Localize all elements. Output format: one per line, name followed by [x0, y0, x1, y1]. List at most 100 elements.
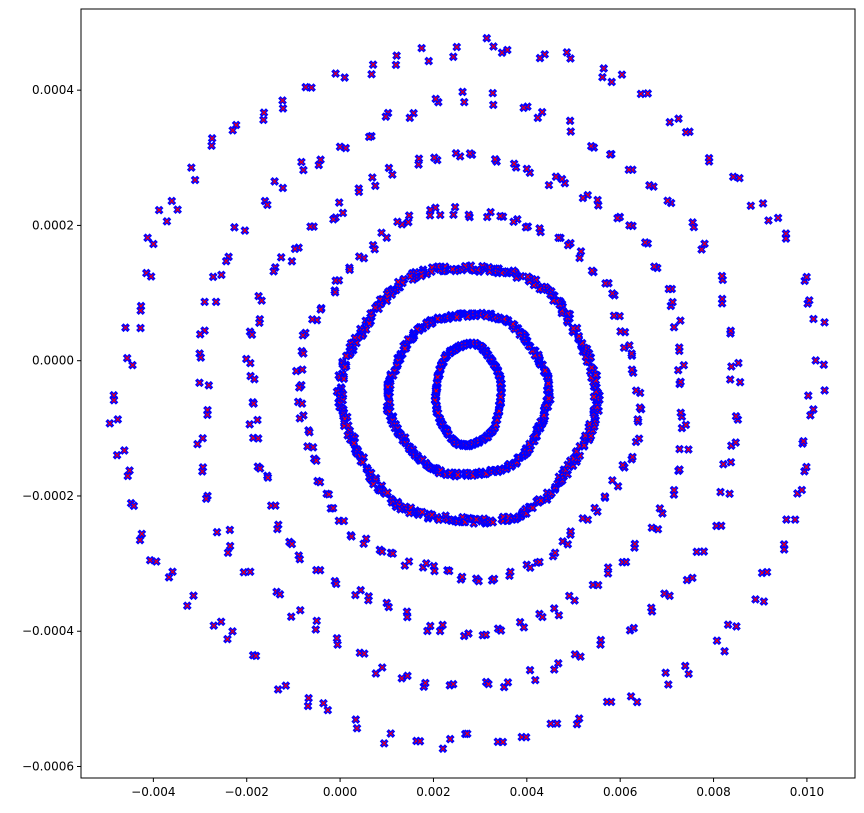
- data-point: [635, 403, 645, 412]
- data-point: [217, 270, 226, 280]
- data-point: [764, 216, 773, 225]
- data-point: [773, 213, 783, 223]
- data-point: [590, 503, 600, 513]
- data-point: [195, 378, 204, 388]
- data-point: [391, 60, 401, 70]
- data-point: [790, 515, 800, 525]
- data-point: [298, 349, 308, 358]
- data-point: [247, 330, 257, 340]
- data-point: [669, 322, 679, 332]
- data-point: [616, 327, 625, 336]
- data-point: [497, 48, 507, 58]
- data-point: [136, 306, 146, 316]
- data-point: [452, 312, 462, 322]
- data-point: [328, 503, 338, 513]
- data-point: [681, 420, 691, 430]
- data-point: [718, 459, 728, 469]
- data-point: [574, 714, 584, 723]
- data-point: [805, 410, 815, 420]
- data-point: [779, 539, 789, 549]
- data-point: [697, 245, 706, 254]
- data-point: [537, 612, 547, 622]
- data-point: [149, 239, 158, 249]
- data-point: [726, 362, 736, 371]
- data-point: [287, 256, 297, 266]
- data-point: [820, 386, 830, 395]
- data-point: [429, 153, 439, 163]
- data-point: [781, 229, 791, 238]
- data-point: [521, 732, 531, 742]
- data-point: [370, 244, 380, 254]
- data-point: [312, 616, 322, 626]
- data-point: [201, 494, 211, 504]
- data-point: [315, 477, 325, 487]
- data-point: [675, 465, 684, 474]
- data-point: [704, 153, 714, 163]
- data-point: [339, 516, 349, 526]
- data-point: [334, 198, 344, 207]
- data-point: [200, 297, 210, 307]
- data-point: [121, 323, 130, 333]
- data-point: [154, 205, 164, 215]
- data-point: [699, 547, 709, 556]
- data-point: [533, 113, 543, 123]
- data-point: [474, 576, 484, 586]
- data-point: [587, 363, 597, 373]
- data-point: [377, 547, 387, 557]
- data-point: [633, 414, 643, 424]
- data-point: [726, 457, 736, 467]
- data-point: [368, 60, 378, 70]
- data-point: [668, 297, 678, 307]
- data-point: [425, 211, 435, 220]
- data-point: [359, 539, 369, 549]
- data-point: [484, 679, 493, 689]
- data-point: [259, 115, 268, 125]
- data-point: [613, 213, 622, 223]
- data-point: [550, 548, 560, 558]
- data-point: [498, 737, 508, 747]
- data-point: [569, 323, 578, 333]
- data-point: [578, 193, 588, 203]
- data-point: [333, 640, 342, 650]
- data-point: [488, 517, 498, 527]
- plot-frame: [80, 8, 856, 779]
- data-point: [225, 525, 235, 535]
- x-tick-label: −0.002: [225, 785, 269, 799]
- data-point: [251, 651, 261, 661]
- data-point: [295, 605, 305, 615]
- data-point: [540, 366, 550, 376]
- data-point: [583, 515, 593, 525]
- data-point: [563, 539, 573, 549]
- data-point: [377, 663, 387, 672]
- data-point: [254, 318, 264, 328]
- data-point: [438, 744, 448, 754]
- data-point: [563, 240, 573, 250]
- data-point: [119, 446, 129, 455]
- data-point: [535, 224, 544, 233]
- data-point: [329, 214, 338, 224]
- data-point: [294, 383, 304, 392]
- data-point: [113, 415, 123, 424]
- data-point: [255, 464, 265, 473]
- data-point: [809, 314, 818, 324]
- data-point: [444, 566, 454, 576]
- data-point: [332, 633, 342, 643]
- data-point: [189, 591, 198, 601]
- data-point: [249, 399, 259, 409]
- data-point: [431, 94, 441, 104]
- data-point: [811, 356, 821, 365]
- data-point: [223, 634, 232, 644]
- data-point: [228, 626, 237, 636]
- data-point: [223, 548, 233, 558]
- data-point: [600, 492, 610, 501]
- data-point: [295, 413, 305, 423]
- data-point: [522, 164, 532, 174]
- data-point: [331, 579, 341, 589]
- data-point: [291, 366, 301, 376]
- data-point: [340, 362, 350, 372]
- data-point: [675, 444, 684, 454]
- data-point: [421, 558, 431, 568]
- data-point: [414, 160, 423, 169]
- data-point: [270, 177, 280, 186]
- data-point: [607, 289, 617, 298]
